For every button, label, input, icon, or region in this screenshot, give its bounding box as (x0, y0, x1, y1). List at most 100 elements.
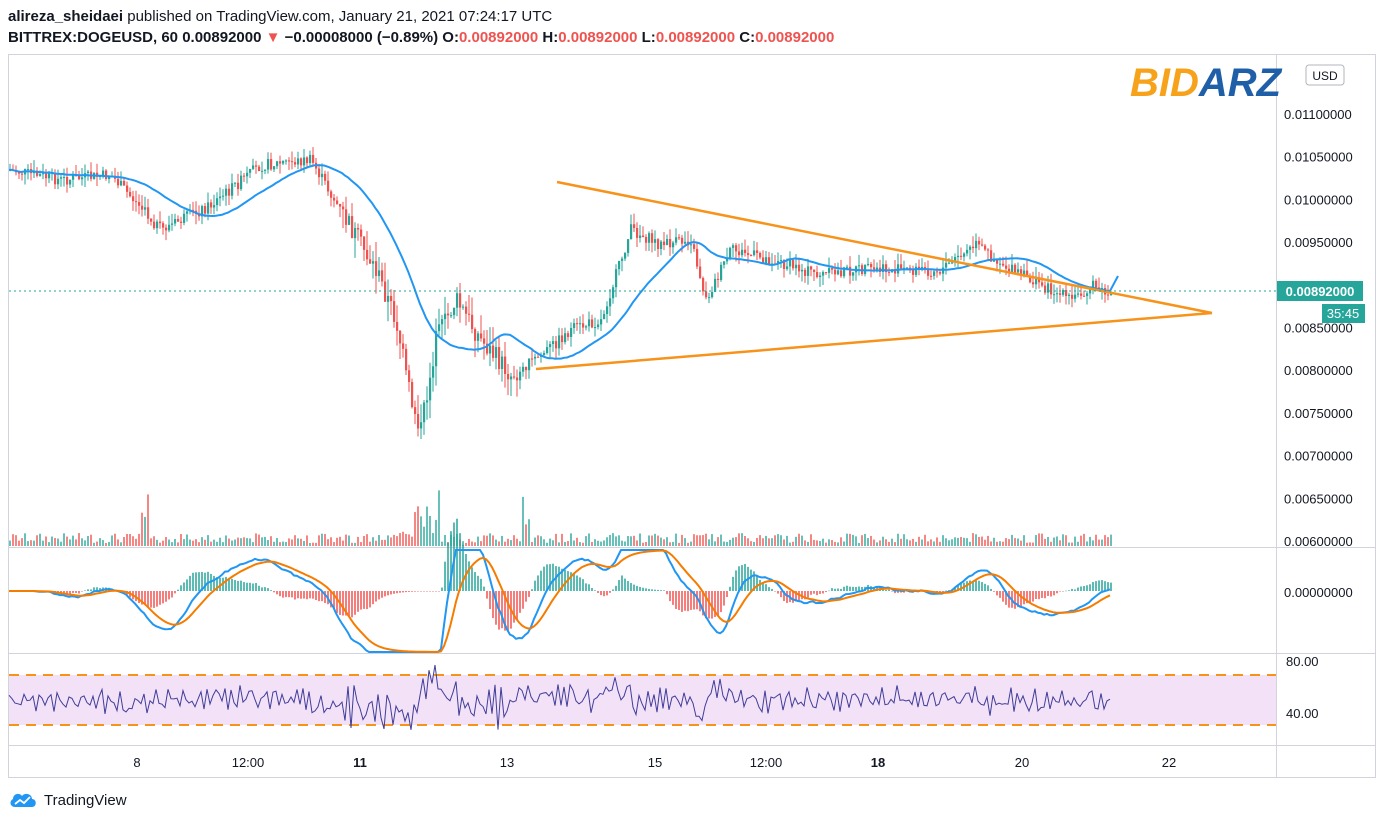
candle-body (825, 272, 828, 274)
volume-bar (1065, 535, 1067, 546)
macd-histogram-bar (1104, 581, 1106, 591)
candle-body (162, 223, 165, 228)
volume-bar (1077, 541, 1079, 546)
candle-body (738, 251, 741, 256)
candle-body (156, 221, 159, 229)
author-name[interactable]: alireza_sheidaei (8, 8, 124, 25)
macd-histogram-bar (273, 591, 275, 593)
macd-histogram-bar (465, 553, 467, 591)
macd-histogram-bar (306, 591, 308, 600)
symbol-label[interactable]: BITTREX:DOGEUSD, 60 (8, 29, 179, 46)
volume-bar (210, 541, 212, 546)
candle-body (1107, 294, 1110, 296)
macd-histogram-bar (405, 591, 407, 593)
candle-body (873, 267, 876, 270)
candle-body (777, 261, 780, 264)
volume-bar (1089, 536, 1091, 546)
macd-histogram-bar (645, 588, 647, 591)
candle-body (366, 249, 369, 260)
macd-histogram-bar (1077, 587, 1079, 591)
candle-body (492, 345, 495, 358)
candle-body (81, 177, 84, 180)
macd-histogram-bar (198, 572, 200, 591)
volume-bar (888, 541, 890, 546)
volume-bar (828, 539, 830, 546)
candle-body (669, 239, 672, 248)
volume-bar (192, 540, 194, 546)
candle-body (378, 270, 381, 276)
volume-bar (537, 535, 539, 546)
macd-histogram-bar (651, 589, 653, 591)
macd-histogram-bar (636, 585, 638, 591)
macd-histogram (9, 518, 1112, 631)
volume-bar (588, 533, 590, 546)
time-tick-label: 8 (133, 755, 140, 770)
upper-trendline[interactable] (556, 180, 1213, 315)
candle-body (951, 262, 954, 264)
candle-body (933, 271, 936, 276)
macd-histogram-bar (69, 591, 71, 595)
volume-bar (294, 535, 296, 546)
candle-body (465, 306, 468, 314)
footer-brand[interactable]: TradingView (44, 791, 127, 809)
candle-body (171, 223, 174, 225)
candle-body (966, 249, 969, 254)
macd-histogram-bar (681, 591, 683, 612)
macd-histogram-bar (417, 591, 419, 592)
candle-body (210, 202, 213, 208)
macd-histogram-bar (594, 590, 596, 591)
volume-bar (717, 537, 719, 546)
candle-body (48, 173, 51, 179)
candle-body (978, 240, 981, 245)
volume-bar (783, 539, 785, 546)
macd-histogram-bar (189, 575, 191, 591)
candle-body (849, 266, 852, 276)
volume-bar (1083, 533, 1085, 546)
macd-histogram-bar (822, 591, 824, 594)
candle-body (807, 266, 810, 276)
macd-histogram-bar (252, 583, 254, 591)
candle-body (474, 329, 477, 341)
macd-histogram-bar (471, 567, 473, 591)
candle-body (255, 165, 258, 167)
candle-body (1056, 293, 1059, 295)
macd-histogram-bar (72, 591, 74, 593)
candle-body (306, 157, 309, 164)
volume-bar (516, 538, 518, 546)
volume-bar (801, 535, 803, 546)
volume-bar (831, 540, 833, 546)
macd-histogram-bar (156, 591, 158, 607)
macd-histogram-bar (780, 591, 782, 598)
candle-body (417, 413, 420, 429)
macd-histogram-bar (300, 591, 302, 599)
currency-button[interactable] (1305, 64, 1345, 86)
candle-body (639, 235, 642, 238)
macd-histogram-bar (591, 587, 593, 591)
volume-bar (423, 526, 425, 546)
candle-body (165, 227, 168, 231)
volume-bar (132, 536, 134, 546)
candle-body (675, 237, 678, 243)
volume-bar (237, 537, 239, 546)
volume-bar (750, 541, 752, 546)
volume-bar (780, 535, 782, 546)
macd-histogram-bar (255, 583, 257, 591)
volume-bar (426, 506, 428, 546)
volume-bar (324, 533, 326, 546)
volume-bar (972, 533, 974, 546)
volume-bar (141, 512, 143, 546)
candle-body (1068, 294, 1071, 296)
macd-histogram-bar (957, 584, 959, 591)
volume-bar (393, 534, 395, 546)
volume-bar (864, 533, 866, 546)
candle-body (660, 241, 663, 249)
candle-body (1047, 283, 1050, 293)
volume-bar (615, 536, 617, 546)
candle-body (42, 173, 45, 175)
macd-histogram-bar (615, 585, 617, 591)
volume-bar (165, 537, 167, 546)
macd-histogram-bar (1068, 590, 1070, 591)
macd-histogram-bar (324, 591, 326, 604)
lower-trendline[interactable] (535, 311, 1213, 371)
